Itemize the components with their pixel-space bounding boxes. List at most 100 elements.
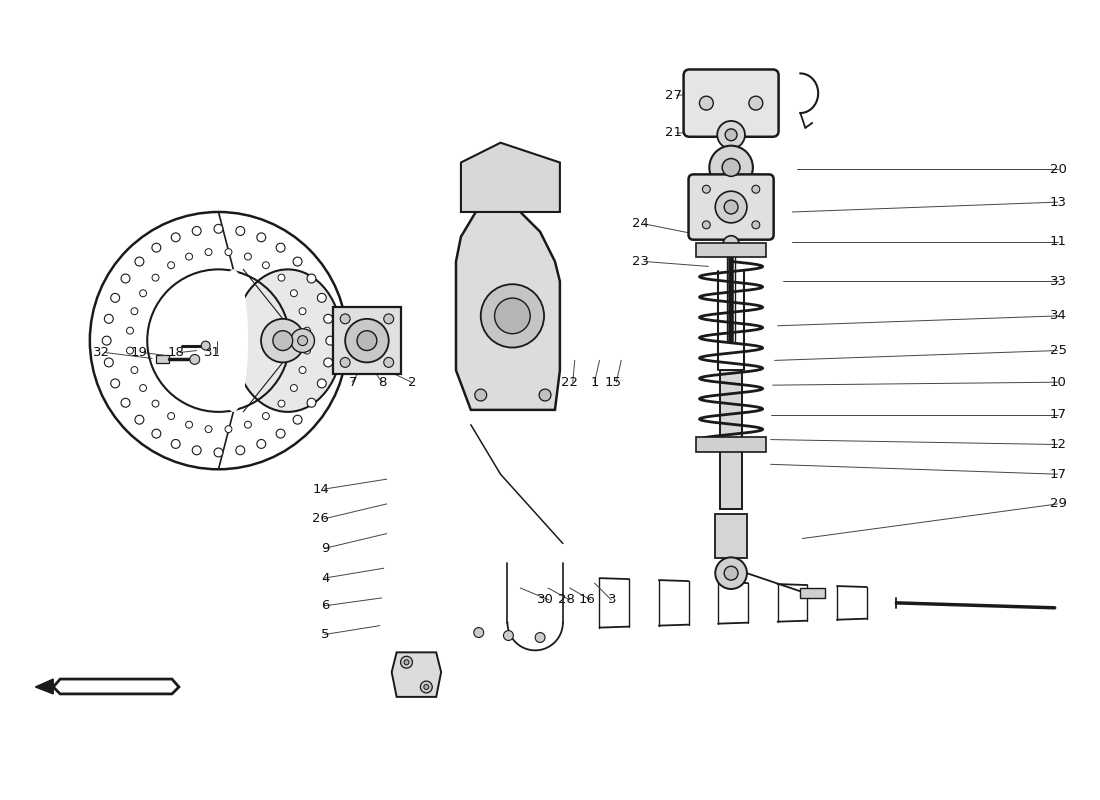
Circle shape <box>205 426 212 433</box>
Circle shape <box>340 358 350 367</box>
Circle shape <box>752 186 760 193</box>
Circle shape <box>172 439 180 448</box>
Bar <box>156 355 169 363</box>
Polygon shape <box>461 142 560 212</box>
Circle shape <box>121 398 130 407</box>
Circle shape <box>256 439 266 448</box>
Text: 20: 20 <box>1049 163 1067 176</box>
Text: 5: 5 <box>321 628 329 641</box>
Circle shape <box>167 262 175 269</box>
Circle shape <box>424 685 429 690</box>
Circle shape <box>298 336 308 346</box>
Bar <box>696 242 766 257</box>
Bar <box>333 307 400 374</box>
Circle shape <box>404 660 409 665</box>
Text: 2: 2 <box>408 376 417 389</box>
Circle shape <box>710 146 752 190</box>
Circle shape <box>290 385 297 391</box>
Circle shape <box>152 274 160 281</box>
Text: 17: 17 <box>1049 408 1067 422</box>
Circle shape <box>323 314 332 323</box>
Circle shape <box>214 224 223 234</box>
Text: 27: 27 <box>664 89 682 102</box>
Circle shape <box>126 347 133 354</box>
Circle shape <box>192 446 201 454</box>
Polygon shape <box>456 202 560 410</box>
Circle shape <box>235 226 245 235</box>
Circle shape <box>276 243 285 252</box>
Circle shape <box>717 121 745 149</box>
Circle shape <box>340 314 350 324</box>
Circle shape <box>475 389 486 401</box>
Text: 14: 14 <box>312 482 329 495</box>
Circle shape <box>304 327 310 334</box>
Circle shape <box>190 354 200 364</box>
Text: 18: 18 <box>168 346 185 359</box>
Circle shape <box>152 429 161 438</box>
Circle shape <box>293 415 303 424</box>
Circle shape <box>384 314 394 324</box>
Circle shape <box>121 274 130 283</box>
Text: 10: 10 <box>1049 376 1067 389</box>
Bar <box>715 514 747 558</box>
Circle shape <box>384 358 394 367</box>
Text: 29: 29 <box>1049 498 1067 510</box>
Circle shape <box>307 274 316 283</box>
Circle shape <box>104 314 113 323</box>
Circle shape <box>278 400 285 407</box>
Circle shape <box>723 158 740 176</box>
Circle shape <box>205 249 212 255</box>
Circle shape <box>214 448 223 457</box>
Circle shape <box>186 253 192 260</box>
Text: 28: 28 <box>558 594 574 606</box>
Circle shape <box>317 379 327 388</box>
Circle shape <box>201 341 210 350</box>
Circle shape <box>126 327 133 334</box>
Text: 7: 7 <box>349 376 358 389</box>
Ellipse shape <box>233 270 342 412</box>
Circle shape <box>167 413 175 419</box>
Text: 9: 9 <box>321 542 329 555</box>
Circle shape <box>715 191 747 223</box>
Circle shape <box>111 379 120 388</box>
Text: 30: 30 <box>537 594 554 606</box>
Polygon shape <box>35 679 53 694</box>
Circle shape <box>345 319 388 362</box>
Text: 26: 26 <box>312 512 329 526</box>
Circle shape <box>539 389 551 401</box>
Circle shape <box>299 308 306 314</box>
Circle shape <box>111 294 120 302</box>
Circle shape <box>104 358 113 367</box>
Circle shape <box>323 358 332 367</box>
Circle shape <box>749 96 762 110</box>
Circle shape <box>140 385 146 391</box>
Circle shape <box>326 336 334 345</box>
Circle shape <box>102 336 111 345</box>
Circle shape <box>261 319 305 362</box>
Circle shape <box>703 221 711 229</box>
Text: 13: 13 <box>1049 195 1067 209</box>
Text: 21: 21 <box>664 126 682 139</box>
Circle shape <box>700 96 713 110</box>
Circle shape <box>226 426 232 433</box>
Circle shape <box>307 398 316 407</box>
Text: 1: 1 <box>591 376 600 389</box>
Circle shape <box>273 330 293 350</box>
Text: 11: 11 <box>1049 235 1067 248</box>
Circle shape <box>131 308 138 314</box>
Circle shape <box>278 274 285 281</box>
Circle shape <box>715 558 747 589</box>
Circle shape <box>420 681 432 693</box>
Circle shape <box>703 186 711 193</box>
Circle shape <box>186 422 192 428</box>
Circle shape <box>290 329 315 353</box>
Circle shape <box>495 298 530 334</box>
Circle shape <box>317 294 327 302</box>
Circle shape <box>304 347 310 354</box>
Bar <box>696 437 766 453</box>
Circle shape <box>140 290 146 297</box>
Circle shape <box>725 129 737 141</box>
FancyBboxPatch shape <box>689 174 773 240</box>
Circle shape <box>481 284 544 347</box>
Circle shape <box>226 249 232 255</box>
